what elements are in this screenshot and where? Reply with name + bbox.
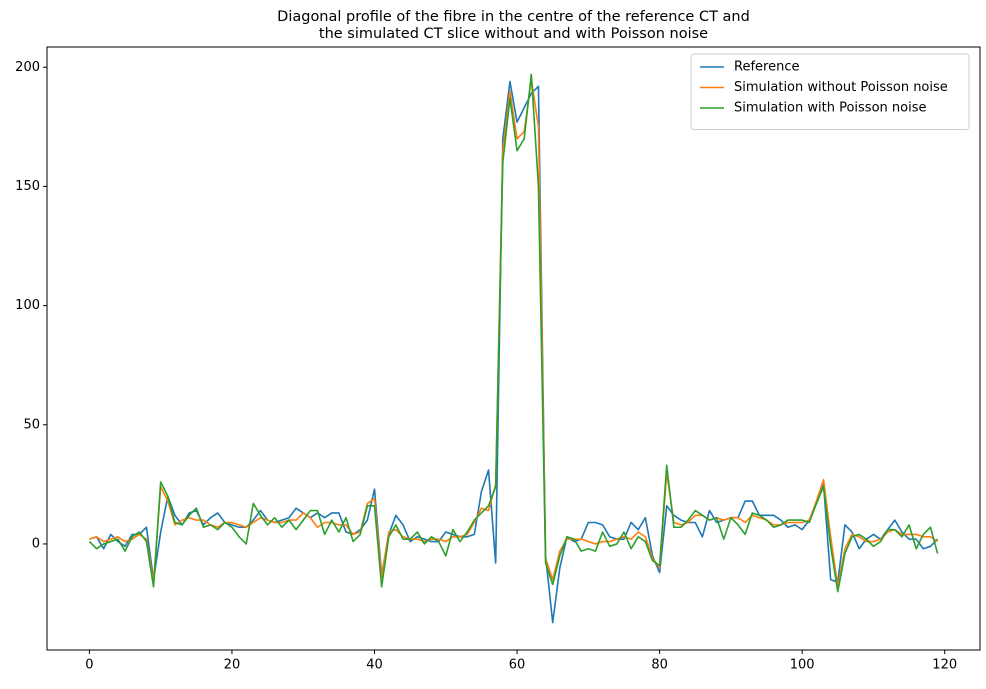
plot-frame xyxy=(46,46,981,651)
y-tick-label: 100 xyxy=(15,298,40,313)
series-line xyxy=(88,73,939,593)
x-tick-label: 120 xyxy=(932,658,957,673)
x-tick-label: 60 xyxy=(509,658,526,673)
y-tick-label: 50 xyxy=(23,417,40,432)
legend-label: Simulation with Poisson noise xyxy=(734,101,926,116)
legend-box xyxy=(690,53,970,130)
x-tick-label: 0 xyxy=(85,658,93,673)
y-tick-label: 150 xyxy=(15,179,40,194)
x-tick-label: 20 xyxy=(224,658,241,673)
legend-label: Reference xyxy=(734,60,799,75)
chart-title: Diagonal profile of the fibre in the cen… xyxy=(277,9,750,25)
series-line xyxy=(89,78,939,588)
legend-label: Simulation without Poisson noise xyxy=(734,80,948,95)
chart-title: the simulated CT slice without and with … xyxy=(319,26,708,42)
x-tick-label: 80 xyxy=(651,658,668,673)
y-tick-label: 0 xyxy=(32,536,40,551)
y-tick-label: 200 xyxy=(15,60,40,75)
x-tick-label: 40 xyxy=(366,658,383,673)
x-tick-label: 100 xyxy=(790,658,815,673)
series-line xyxy=(89,80,939,624)
